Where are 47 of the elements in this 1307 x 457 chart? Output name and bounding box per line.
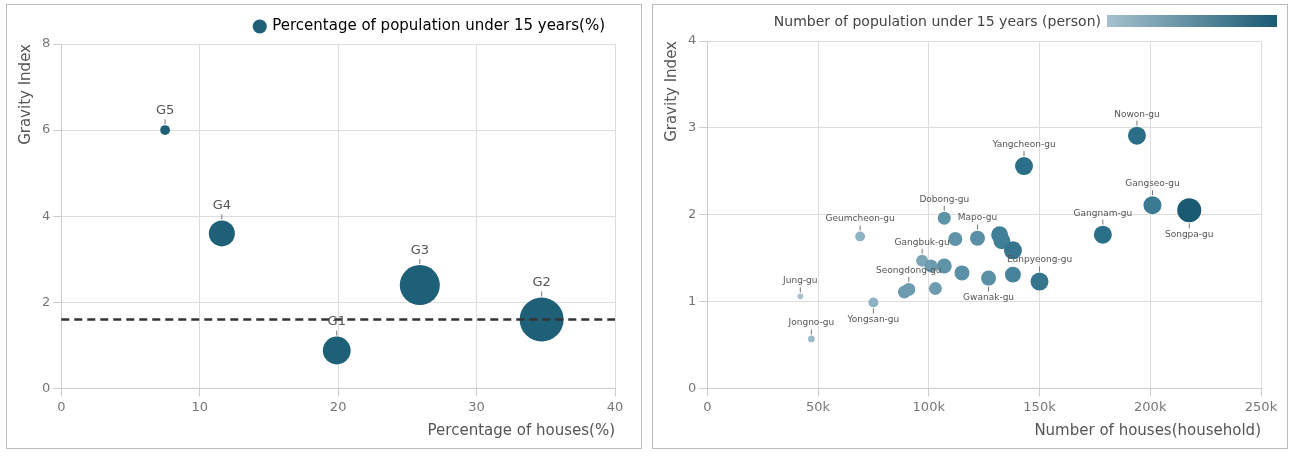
x-tick-label: 40 [606,398,624,414]
x-axis-title: Number of houses(household) [1034,420,1261,439]
x-tick-label: 0 [57,398,66,414]
annotation: Gangnam-gu [1073,207,1133,218]
annotation: G4 [212,197,232,213]
y-tick-label: 4 [41,207,51,223]
x-tick-label: 10 [191,398,208,414]
y-tick-label: 2 [41,293,51,309]
annotation: Gangseo-gu [1125,178,1180,189]
annotation: Gangbuk-gu [894,236,950,247]
x-tick-label: 200k [1134,398,1167,414]
x-axis-title: Percentage of houses(%) [427,420,615,439]
annotation: G2 [532,274,551,290]
annotation: Seongdong-gu [876,264,942,275]
x-tick-label: 20 [329,398,347,414]
y-axis-title: Gravity Index [661,40,680,142]
color-bar-title: Number of population under 15 years (person) [773,13,1101,29]
annotation: Mapo-gu [957,212,998,223]
y-tick-label: 8 [41,35,51,51]
y-tick-label: 0 [41,379,51,395]
annotation: Nowon-gu [1114,108,1160,119]
annotation: Gwanak-gu [963,292,1015,303]
annotation: Eunpyeong-gu [1006,254,1073,265]
y-axis-title: Gravity Index [15,43,34,145]
y-tick-label: 0 [687,379,697,395]
legend-label: Percentage of population under 15 years(%) [272,16,606,35]
x-tick-label: 30 [468,398,485,414]
y-tick-label: 3 [687,119,697,135]
annotation: G1 [327,313,346,329]
y-tick-label: 6 [41,121,51,137]
annotation: Dobong-gu [919,193,970,204]
annotation: G5 [155,102,175,118]
x-tick-label: 150k [1023,398,1057,414]
annotation: Jongno-gu [787,317,835,328]
annotation: Jung-gu [782,275,818,286]
x-tick-label: 50k [805,398,831,414]
y-tick-label: 1 [687,292,697,308]
y-tick-label: 4 [687,32,697,48]
y-tick-label: 2 [687,206,697,222]
annotation: Songpa-gu [1164,229,1214,240]
annotation: Yongsan-gu [846,314,900,325]
x-tick-label: 0 [703,398,712,414]
annotation: Yangcheon-gu [991,138,1056,149]
x-tick-label: 250k [1244,398,1278,414]
annotation: Geumcheon-gu [825,213,895,224]
x-tick-label: 100k [912,398,946,414]
annotation: G3 [410,241,429,257]
